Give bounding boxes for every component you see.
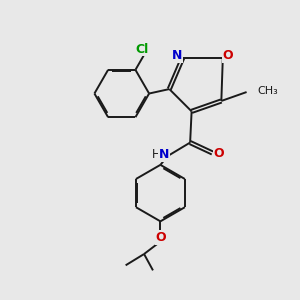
Text: O: O bbox=[214, 147, 224, 160]
Text: O: O bbox=[223, 49, 233, 62]
Text: N: N bbox=[159, 148, 169, 161]
Text: O: O bbox=[156, 231, 166, 244]
Text: N: N bbox=[172, 49, 182, 62]
Text: CH₃: CH₃ bbox=[257, 86, 278, 96]
Text: H: H bbox=[152, 148, 161, 161]
Text: Cl: Cl bbox=[136, 43, 149, 56]
